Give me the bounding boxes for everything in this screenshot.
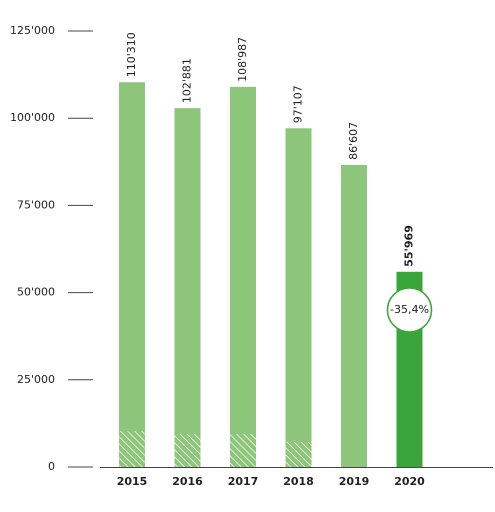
hatched-segment	[119, 431, 145, 467]
annotation-circle	[386, 287, 433, 333]
y-tick-label: 50'000	[17, 286, 55, 299]
x-tick-label: 2015	[117, 475, 148, 488]
x-tick-label: 2018	[283, 475, 314, 488]
bar	[341, 164, 367, 467]
value-label: 108'987	[236, 37, 249, 82]
y-tick-label: 100'000	[10, 111, 55, 124]
bar	[119, 82, 145, 468]
hatched-segment	[285, 441, 312, 467]
bar	[285, 128, 312, 468]
y-tick-label: 75'000	[17, 198, 55, 211]
hatched-segment	[230, 433, 256, 467]
bar	[230, 86, 256, 468]
bar	[174, 108, 201, 468]
y-tick-label: 0	[48, 460, 55, 473]
value-label: 55'969	[403, 225, 416, 267]
x-tick-label: 2016	[172, 475, 203, 488]
y-tick-label: 125'000	[10, 24, 55, 37]
x-tick-label: 2019	[339, 475, 370, 488]
annotation: -35,4%	[390, 303, 429, 316]
hatched-segment	[174, 433, 201, 467]
value-label: 110'310	[125, 32, 138, 77]
x-tick-label: 2020	[394, 475, 425, 488]
value-label: 102'881	[181, 58, 194, 103]
value-label: 97'107	[292, 85, 305, 123]
value-label: 86'607	[347, 122, 360, 160]
y-tick-label: 25'000	[17, 373, 55, 386]
x-tick-label: 2017	[228, 475, 259, 488]
